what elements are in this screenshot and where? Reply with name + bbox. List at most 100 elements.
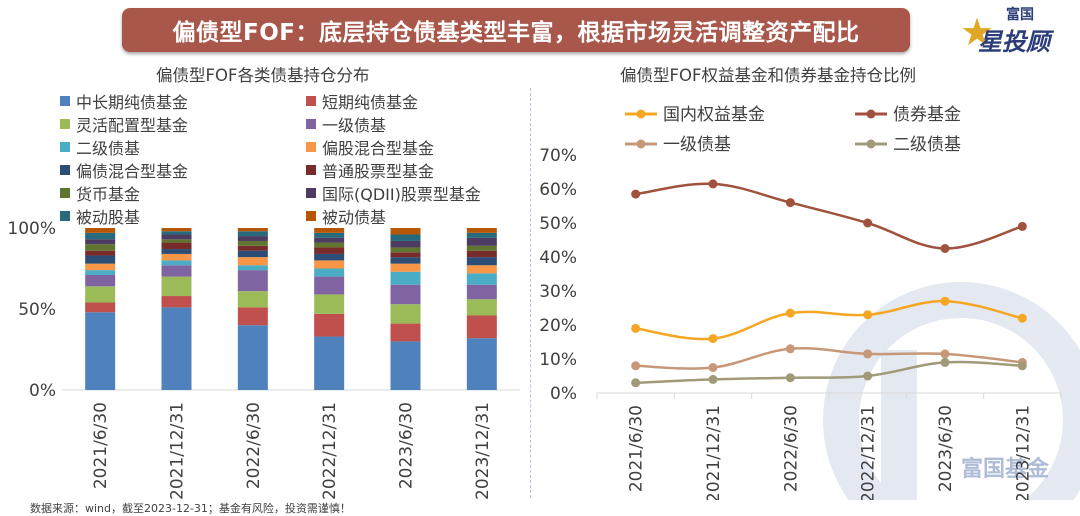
x-tick-label: 2022/6/30	[244, 402, 264, 489]
bar-segment	[237, 257, 268, 266]
legend-item: 一级债基	[306, 112, 386, 136]
bar-segment	[237, 236, 268, 241]
bar-segment	[85, 228, 116, 233]
bar-segment	[390, 271, 421, 285]
bar-segment	[390, 234, 421, 241]
right-line-chart: 富国基金 0% 10% 20% 30% 40% 50% 60% 70% 2021/6/30 2021…	[539, 105, 1080, 500]
data-point	[708, 334, 718, 344]
x-tick-label: 2022/12/31	[859, 405, 879, 500]
bar-segment	[314, 242, 345, 248]
legend-label: 被动债基	[322, 208, 387, 227]
legend-label: 一级债基	[322, 116, 387, 135]
data-point	[708, 363, 718, 372]
data-point	[785, 308, 795, 318]
legend-item: 一级债基	[625, 135, 731, 155]
legend-label: 灵活配置型基金	[76, 116, 189, 135]
y-tick-label: 30%	[539, 282, 577, 302]
legend-label: 中长期纯债基金	[76, 93, 189, 112]
legend-marker	[866, 109, 876, 119]
legend-label: 国际(QDII)股票型基金	[322, 185, 481, 204]
legend-item: 二级债基	[855, 135, 961, 155]
bar-segment	[161, 228, 192, 232]
series-line	[635, 360, 1023, 385]
bar-segment	[85, 244, 116, 251]
y-tick-label: 40%	[539, 248, 577, 268]
legend-item: 被动债基	[306, 204, 386, 228]
legend-swatch	[306, 96, 316, 106]
bar-segment	[237, 291, 268, 308]
legend-marker	[866, 139, 876, 149]
legend-label: 一级债基	[663, 135, 731, 155]
bar-segment	[390, 252, 421, 258]
data-point	[631, 361, 641, 371]
bar-segment	[466, 273, 497, 285]
bar-segment	[466, 284, 497, 300]
watermark-bar	[881, 350, 917, 500]
bar-segment	[237, 245, 268, 251]
data-point	[631, 323, 641, 333]
bar-segment	[161, 234, 192, 240]
legend-item: 偏债混合型基金	[60, 158, 188, 182]
legend-item: 偏股混合型基金	[306, 135, 434, 159]
data-point	[863, 371, 873, 381]
right-chart-title: 偏债型FOF权益基金和债券基金持仓比例	[620, 66, 916, 85]
bar-segment	[161, 265, 192, 277]
data-point	[1017, 221, 1027, 231]
data-point	[940, 244, 950, 253]
bar-segment	[314, 336, 345, 390]
data-point	[708, 374, 718, 384]
data-point	[785, 373, 795, 383]
bar-segment	[466, 250, 497, 258]
bar-segment	[390, 257, 421, 264]
x-tick-label: 2021/12/31	[704, 405, 724, 500]
bar-segment	[390, 304, 421, 324]
bar-segment	[85, 250, 116, 256]
bar-segment	[314, 268, 345, 277]
data-point	[863, 218, 873, 228]
legend-label: 偏股混合型基金	[322, 139, 435, 158]
bar-segment	[314, 260, 345, 269]
legend-marker	[636, 109, 646, 119]
bar-segment	[237, 240, 268, 246]
legend-label: 偏债混合型基金	[76, 162, 189, 181]
bar-segment	[390, 284, 421, 305]
star-icon: ★	[960, 10, 995, 54]
legend-swatch	[60, 211, 70, 221]
data-point	[1017, 313, 1027, 323]
data-source-note: 数据来源：wind，截至2023-12-31；基金有风险，投资需谨慎！	[30, 502, 351, 515]
bar-segment	[390, 263, 421, 272]
data-point	[785, 198, 795, 208]
bar-segment	[466, 237, 497, 246]
legend-marker	[636, 139, 646, 149]
legend-label: 普通股票型基金	[322, 162, 435, 181]
legend-swatch	[306, 165, 316, 175]
bar-segment	[85, 302, 116, 313]
legend-item: 货币基金	[60, 181, 140, 205]
y-tick-label: 100%	[7, 219, 56, 239]
legend-swatch	[60, 188, 70, 198]
x-tick-label: 2021/12/31	[168, 402, 188, 500]
bar-segment	[237, 325, 268, 390]
data-point	[708, 179, 718, 189]
bar-segment	[314, 313, 345, 337]
bar-segment	[161, 249, 192, 254]
bar-segment	[237, 265, 268, 271]
legend-swatch	[60, 165, 70, 175]
legend-label: 货币基金	[76, 185, 141, 204]
y-tick-label: 60%	[539, 180, 577, 200]
bar-segment	[237, 228, 268, 232]
legend-label: 债券基金	[893, 105, 961, 125]
y-tick-label: 0%	[550, 384, 577, 404]
bar-segment	[237, 231, 268, 237]
data-point	[940, 357, 950, 367]
bar-segment	[466, 338, 497, 390]
legend-swatch	[60, 96, 70, 106]
watermark-graphic	[823, 282, 1080, 500]
data-point	[1017, 361, 1027, 371]
bar-segment	[466, 315, 497, 339]
x-tick-label: 2022/6/30	[781, 405, 801, 492]
bar-segment	[161, 231, 192, 235]
bar-segment	[161, 253, 192, 261]
title-banner: 偏债型FOF：底层持仓债基类型丰富，根据市场灵活调整资产配比	[122, 8, 910, 52]
bar-segment	[314, 294, 345, 314]
